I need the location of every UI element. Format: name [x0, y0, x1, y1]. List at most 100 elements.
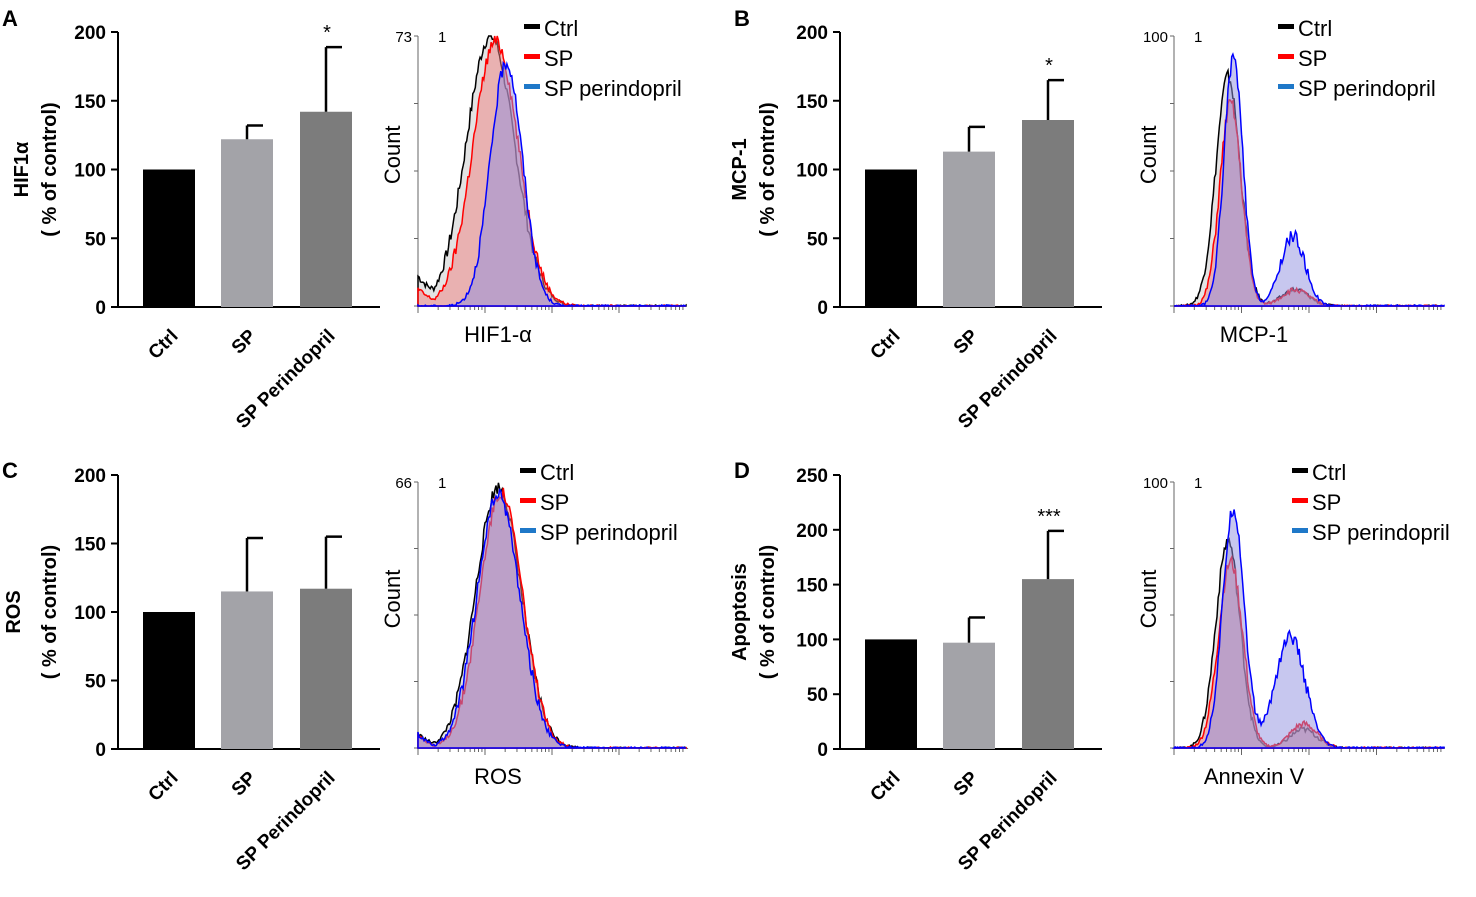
category-label: Ctrl: [867, 768, 905, 806]
hist-series-sp-perindopril: [1174, 52, 1445, 308]
legend-label: Ctrl: [544, 16, 578, 41]
legend-swatch: [1278, 84, 1294, 89]
y-axis-label-sub: ( % of control): [757, 545, 779, 679]
hist-ymax-label: 73: [395, 29, 412, 46]
panel-letter-A: A: [2, 6, 18, 31]
y-tick-label: 200: [74, 23, 106, 44]
y-tick-label: 200: [74, 466, 106, 487]
histogram-C: 66 1 Count ROS Ctrl SP SP perindopril: [380, 460, 689, 789]
category-label: SP: [950, 767, 983, 800]
y-axis-label: Apoptosis: [729, 563, 751, 661]
legend-swatch: [1278, 54, 1294, 59]
y-axis-label-sub: ( % of control): [39, 102, 61, 236]
significance-marker: *: [323, 22, 331, 44]
y-tick-label: 100: [796, 630, 828, 651]
y-axis-label-sub: ( % of control): [757, 102, 779, 236]
legend-label: SP: [1312, 490, 1341, 515]
hist-x-label: HIF1-α: [464, 322, 532, 347]
legend-label: SP: [540, 490, 569, 515]
category-label: Ctrl: [145, 768, 183, 806]
hist-x-label: MCP-1: [1220, 322, 1288, 347]
bar-chart-D: D 0 50 100 150 200 250 Apoptosis ( % of control)…: [729, 458, 1102, 875]
y-tick-label: 0: [95, 298, 106, 319]
bar: [943, 642, 995, 749]
hist-ymax-label: 66: [395, 475, 412, 492]
legend-swatch: [524, 54, 540, 59]
y-tick-label: 50: [85, 229, 106, 250]
y-tick-label: 200: [796, 23, 828, 44]
y-tick-label: 100: [74, 161, 106, 182]
category-label: SP: [950, 325, 983, 358]
bar: [221, 591, 273, 749]
legend-label: Ctrl: [1298, 16, 1332, 41]
hist-tick-label: 1: [438, 29, 446, 46]
significance-marker: ***: [1037, 506, 1061, 528]
legend-label: SP perindopril: [1312, 520, 1450, 545]
y-tick-label: 0: [95, 740, 106, 761]
y-tick-label: 0: [817, 740, 828, 761]
hist-tick-label: 1: [438, 475, 446, 492]
y-tick-label: 0: [817, 298, 828, 319]
legend-label: SP: [544, 46, 573, 71]
hist-series-sp-perindopril: [417, 60, 687, 307]
histogram-D: 100 1 Count Annexin V Ctrl SP SP perindopril: [1136, 460, 1450, 789]
hist-tick-label: 1: [1194, 475, 1202, 492]
bar: [865, 639, 917, 749]
y-tick-label: 150: [74, 92, 106, 113]
bar: [300, 588, 352, 749]
y-tick-label: 200: [796, 521, 828, 542]
bar-chart-A: A 0 50 100 150 200 HIF1α ( % of control) Ctrl SP *…: [2, 6, 380, 433]
bar: [300, 111, 352, 307]
category-label: Ctrl: [145, 326, 183, 364]
hist-y-label: Count: [380, 125, 405, 184]
y-axis-label: ROS: [3, 590, 25, 633]
hist-ymax-label: 100: [1143, 29, 1168, 46]
y-axis-label: MCP-1: [729, 138, 751, 200]
bar: [943, 151, 995, 307]
bar: [1022, 579, 1074, 749]
hist-x-label: Annexin V: [1204, 764, 1305, 789]
y-tick-label: 150: [796, 576, 828, 597]
hist-series-sp-perindopril: [1171, 509, 1445, 749]
y-axis-label-sub: ( % of control): [39, 545, 61, 679]
legend-swatch: [520, 528, 536, 533]
legend-label: SP perindopril: [540, 520, 678, 545]
legend-swatch: [520, 468, 536, 473]
y-tick-label: 250: [796, 466, 828, 487]
bar: [865, 169, 917, 307]
legend-label: SP: [1298, 46, 1327, 71]
legend-swatch: [1278, 24, 1294, 29]
y-tick-label: 150: [796, 92, 828, 113]
hist-tick-label: 1: [1194, 29, 1202, 46]
legend-swatch: [1292, 468, 1308, 473]
category-label: Ctrl: [867, 326, 905, 364]
bar: [221, 139, 273, 307]
panel-letter-B: B: [734, 6, 750, 31]
legend-label: SP perindopril: [1298, 76, 1436, 101]
legend-swatch: [1292, 498, 1308, 503]
bar: [143, 169, 195, 307]
category-label: SP: [228, 325, 261, 358]
legend-swatch: [1292, 528, 1308, 533]
hist-y-label: Count: [1136, 125, 1161, 184]
bar: [1022, 120, 1074, 307]
hist-y-label: Count: [1136, 570, 1161, 629]
hist-ymax-label: 100: [1143, 475, 1168, 492]
y-tick-label: 50: [807, 685, 828, 706]
histogram-A: 73 1 Count HIF1-α Ctrl SP SP perindopril: [380, 16, 687, 347]
panel-letter-D: D: [734, 458, 750, 483]
legend-swatch: [520, 498, 536, 503]
y-tick-label: 50: [807, 229, 828, 250]
y-tick-label: 50: [85, 672, 106, 693]
legend-label: Ctrl: [540, 460, 574, 485]
hist-series-sp-perindopril: [417, 488, 686, 749]
y-tick-label: 100: [796, 161, 828, 182]
panel-letter-C: C: [2, 458, 18, 483]
significance-marker: *: [1045, 55, 1053, 77]
y-axis-label: HIF1α: [11, 141, 33, 197]
hist-y-label: Count: [380, 570, 405, 629]
legend-swatch: [524, 24, 540, 29]
bar-chart-B: B 0 50 100 150 200 MCP-1 ( % of control) Ctrl SP *…: [729, 6, 1102, 433]
